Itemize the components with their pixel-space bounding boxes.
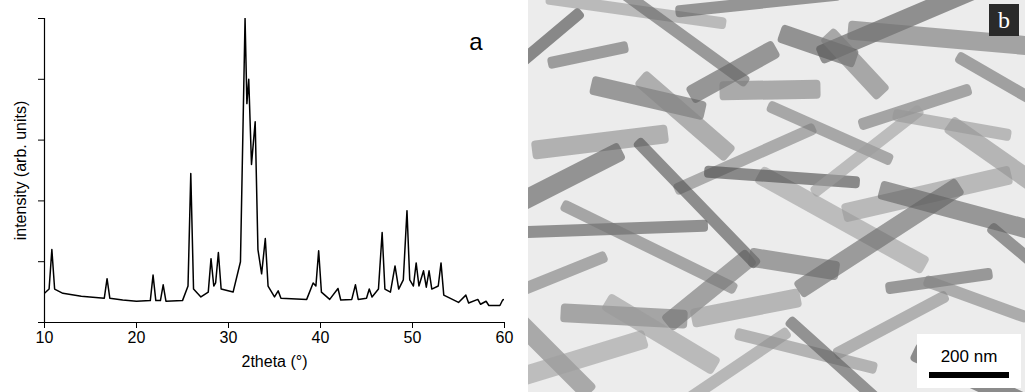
svg-text:intensity (arb. units): intensity (arb. units)	[12, 101, 29, 241]
svg-text:a: a	[469, 28, 483, 55]
svg-text:50: 50	[404, 329, 422, 346]
svg-text:b: b	[998, 7, 1010, 33]
svg-text:10: 10	[36, 329, 54, 346]
svg-text:2theta (°): 2theta (°)	[242, 353, 308, 370]
svg-text:60: 60	[496, 329, 514, 346]
svg-text:40: 40	[312, 329, 330, 346]
svg-text:200 nm: 200 nm	[941, 347, 998, 366]
svg-text:20: 20	[128, 329, 146, 346]
svg-text:30: 30	[220, 329, 238, 346]
